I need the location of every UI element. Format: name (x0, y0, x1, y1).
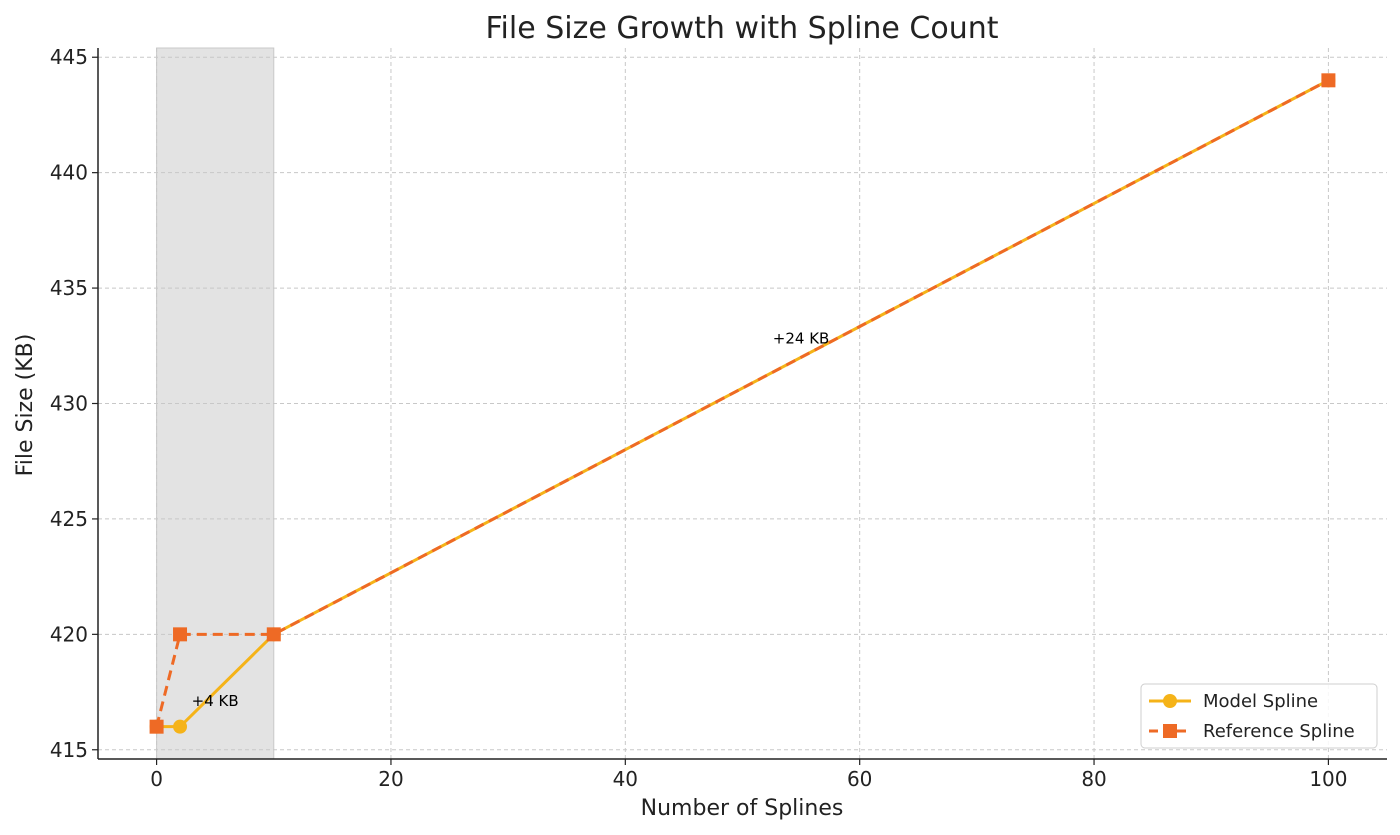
series-group (149, 73, 1336, 734)
y-tick-label: 420 (50, 622, 88, 646)
data-point (266, 627, 281, 642)
y-tick-label: 430 (50, 392, 88, 416)
grid-lines (98, 48, 1387, 759)
y-tick-label: 425 (50, 507, 88, 531)
legend-item: Model Spline (1149, 691, 1318, 712)
y-tick-label: 440 (50, 161, 88, 185)
data-point (1321, 73, 1336, 88)
annotation-label: +24 KB (773, 329, 830, 347)
legend-label: Reference Spline (1203, 721, 1355, 742)
y-tick-label: 445 (50, 45, 88, 69)
series-2 (149, 73, 1336, 734)
y-tick-labels: 415 420 425 430 435 440 445 (50, 45, 88, 762)
legend-box (1140, 683, 1378, 749)
x-tick-label: 20 (378, 767, 403, 791)
annotations: +4 KB +24 KB (192, 329, 830, 709)
legend-label: Model Spline (1203, 691, 1318, 712)
x-tick-labels: 0 20 40 60 80 100 (150, 767, 1347, 791)
chart-title: File Size Growth with Spline Count (485, 11, 998, 46)
y-tick-label: 435 (50, 276, 88, 300)
data-point (173, 627, 188, 642)
annotation-label: +4 KB (192, 692, 239, 710)
x-tick-label: 60 (847, 767, 872, 791)
legend-marker (1163, 724, 1177, 738)
legend: Model Spline Reference Spline (1140, 683, 1378, 749)
series-line (155, 78, 1330, 728)
legend-item: Reference Spline (1149, 721, 1355, 742)
data-point (173, 719, 188, 734)
x-tick-label: 0 (150, 767, 163, 791)
y-tick-label: 415 (50, 738, 88, 762)
x-axis-title: Number of Splines (641, 796, 844, 821)
data-point (149, 719, 164, 734)
legend-marker (1163, 694, 1177, 708)
axes (92, 48, 1387, 765)
y-axis-title: File Size (KB) (13, 334, 38, 477)
x-tick-label: 80 (1081, 767, 1106, 791)
x-tick-label: 100 (1309, 767, 1347, 791)
x-tick-label: 40 (613, 767, 638, 791)
